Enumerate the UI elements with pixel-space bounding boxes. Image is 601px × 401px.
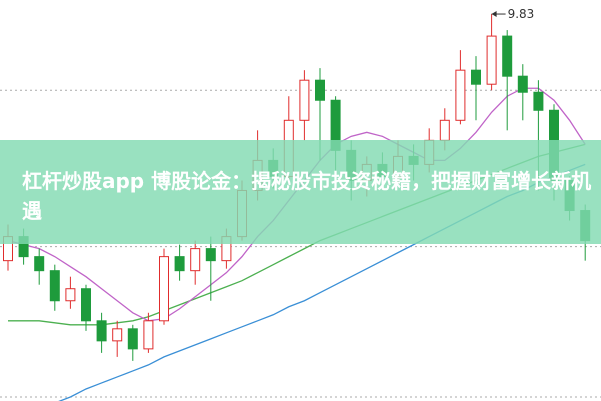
candle-body (486, 35, 497, 85)
candle-body (112, 328, 123, 342)
candle-body (174, 256, 185, 272)
candle-body (439, 119, 450, 141)
candle-body (502, 35, 513, 77)
candle-body (190, 248, 201, 272)
banner (0, 140, 601, 244)
candle-body (127, 328, 138, 350)
candle-body (455, 69, 466, 121)
candle-body (205, 248, 216, 262)
annotation-arrow (491, 11, 497, 18)
candle-body (49, 270, 60, 302)
candle-body (533, 91, 544, 111)
annotation-label: 9.83 (508, 7, 535, 21)
candle-body (143, 320, 154, 350)
candle-body (517, 75, 528, 93)
candle-body (299, 79, 310, 121)
candle-body (96, 320, 107, 342)
banner-title: 杠杆炒股app 博股论金：揭秘股市投资秘籍，把握财富增长新机遇 (22, 169, 592, 223)
candle-body (471, 69, 481, 85)
candle-body (65, 288, 76, 302)
candle-body (315, 79, 325, 101)
candle-body (81, 288, 91, 322)
candle-body (34, 256, 45, 272)
candle-body (159, 256, 169, 322)
